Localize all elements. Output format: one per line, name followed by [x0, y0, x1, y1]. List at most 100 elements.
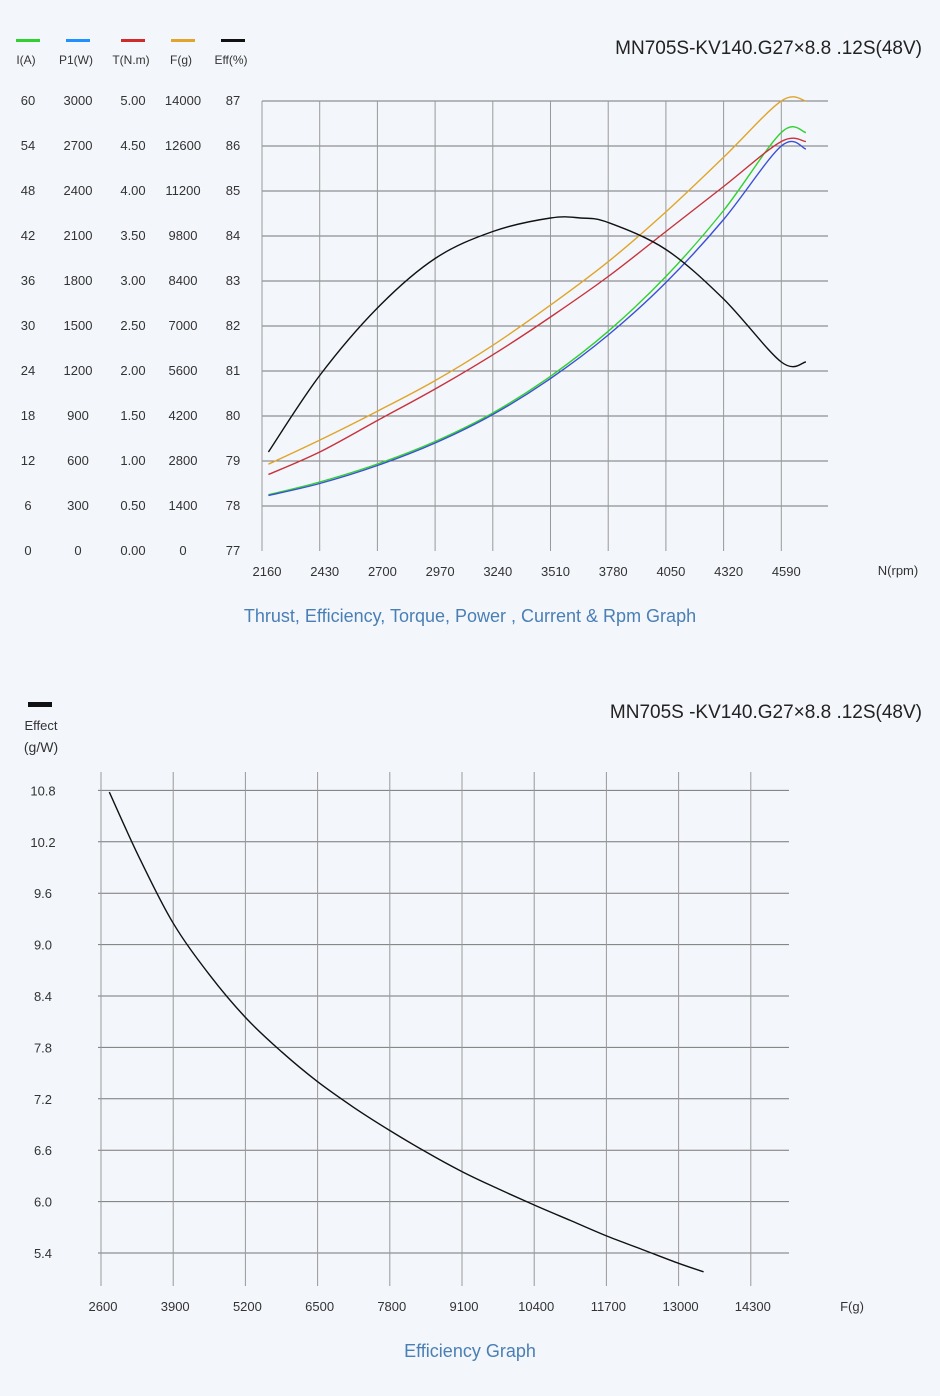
y-tick-F: 4200: [169, 408, 198, 423]
x-tick-label: 7800: [377, 1299, 406, 1314]
y-tick-I: 48: [21, 183, 35, 198]
y-tick-I: 60: [21, 93, 35, 108]
chart-caption: Thrust, Efficiency, Torque, Power , Curr…: [244, 606, 696, 626]
legend-label-F: F(g): [170, 53, 192, 67]
y-tick-I: 42: [21, 228, 35, 243]
performance-chart: I(A) P1(W) T(N.m) F(g) Eff(%) 06121824303642…: [16, 38, 922, 626]
y-tick-label: 8.4: [34, 989, 52, 1004]
y-tick-T: 4.00: [120, 183, 145, 198]
y-tick-P1: 600: [67, 453, 89, 468]
x-axis-ticks: 2160 2430 2700 2970 3240 3510 3780 4050 4320 4590: [253, 564, 801, 579]
y-tick-Eff: 87: [226, 93, 240, 108]
y-tick-label: 7.2: [34, 1092, 52, 1107]
y-tick-P1: 1800: [64, 273, 93, 288]
chart-caption: Efficiency Graph: [404, 1341, 536, 1361]
x-tick-label: 10400: [518, 1299, 554, 1314]
y-tick-label: 9.0: [34, 938, 52, 953]
y-tick-Eff: 86: [226, 138, 240, 153]
x-tick-label: 9100: [450, 1299, 479, 1314]
x-tick-label: 4590: [772, 564, 801, 579]
y-tick-F: 5600: [169, 363, 198, 378]
efficiency-chart: Effect (g/W) MN705S -KV140.G27×8.8 .12S(…: [24, 702, 922, 1361]
x-tick-label: 14300: [735, 1299, 771, 1314]
y-tick-label: 6.6: [34, 1143, 52, 1158]
chart-title: MN705S-KV140.G27×8.8 .12S(48V): [615, 38, 922, 59]
x-tick-label: 2600: [89, 1299, 118, 1314]
y-tick-Eff: 79: [226, 453, 240, 468]
y-tick-label: 9.6: [34, 886, 52, 901]
y-tick-I: 12: [21, 453, 35, 468]
series-line-I: [268, 126, 807, 496]
y-tick-P1: 300: [67, 498, 89, 513]
series-line-F: [268, 96, 807, 465]
y-tick-T: 0.00: [120, 543, 145, 558]
legend-swatch: [28, 702, 52, 707]
x-tick-label: 2970: [426, 564, 455, 579]
y-tick-I: 18: [21, 408, 35, 423]
y-tick-F: 12600: [165, 138, 201, 153]
y-tick-P1: 1500: [64, 318, 93, 333]
y-tick-I: 30: [21, 318, 35, 333]
chart-title: MN705S -KV140.G27×8.8 .12S(48V): [610, 702, 922, 723]
series-line-Eff: [267, 216, 807, 453]
x-axis-label: F(g): [840, 1299, 864, 1314]
y-tick-T: 4.50: [120, 138, 145, 153]
y-tick-F: 14000: [165, 93, 201, 108]
series-line-P1: [268, 140, 807, 497]
x-tick-label: 5200: [233, 1299, 262, 1314]
series-line-effect: [108, 791, 704, 1273]
y-tick-label: 6.0: [34, 1195, 52, 1210]
legend-label: Effect: [24, 718, 57, 733]
legend-swatch-P1: [66, 39, 90, 42]
legend-swatch-I: [16, 39, 40, 42]
x-axis-ticks: 2600 3900 5200 6500 7800 9100 10400 11700 13000 1…: [89, 1299, 771, 1314]
y-tick-F: 8400: [169, 273, 198, 288]
y-tick-Eff: 80: [226, 408, 240, 423]
legend-swatch-T: [121, 39, 145, 42]
y-tick-P1: 2100: [64, 228, 93, 243]
series-lines: [267, 96, 807, 497]
y-tick-label: 7.8: [34, 1040, 52, 1055]
y-tick-I: 6: [24, 498, 31, 513]
y-tick-T: 1.50: [120, 408, 145, 423]
x-tick-label: 3240: [483, 564, 512, 579]
y-tick-Eff: 84: [226, 228, 240, 243]
x-tick-label: 4050: [656, 564, 685, 579]
y-tick-F: 11200: [165, 183, 200, 198]
y-tick-T: 3.00: [120, 273, 145, 288]
legend-swatch-F: [171, 39, 195, 42]
legend-label-T: T(N.m): [112, 53, 149, 67]
y-tick-F: 0: [179, 543, 186, 558]
y-tick-F: 1400: [169, 498, 198, 513]
series-lines: [108, 791, 704, 1273]
y-tick-P1: 1200: [64, 363, 93, 378]
x-axis-label: N(rpm): [878, 563, 918, 578]
y-tick-I: 24: [21, 363, 35, 378]
x-tick-label: 13000: [663, 1299, 699, 1314]
y-tick-I: 0: [24, 543, 31, 558]
y-tick-T: 0.50: [120, 498, 145, 513]
y-axis-ticks: 5.4 6.0 6.6 7.2 7.8 8.4 9.0 9.6 10.2 10.8: [30, 783, 55, 1261]
y-axis-label: (g/W): [24, 739, 58, 755]
x-tick-label: 3510: [541, 564, 570, 579]
y-tick-P1: 0: [74, 543, 81, 558]
x-tick-label: 2700: [368, 564, 397, 579]
legend-swatch-Eff: [221, 39, 245, 42]
x-tick-label: 6500: [305, 1299, 334, 1314]
legend-label-I: I(A): [16, 53, 35, 67]
y-tick-label: 5.4: [34, 1246, 52, 1261]
x-tick-label: 11700: [591, 1299, 626, 1314]
legend: I(A) P1(W) T(N.m) F(g) Eff(%): [16, 39, 248, 67]
y-axis-ticks: 0612182430364248546003006009001200150018…: [21, 93, 240, 558]
y-tick-T: 3.50: [120, 228, 145, 243]
y-tick-Eff: 85: [226, 183, 240, 198]
y-tick-Eff: 78: [226, 498, 240, 513]
grid: [98, 772, 789, 1286]
grid: [261, 100, 828, 551]
y-tick-P1: 2400: [64, 183, 93, 198]
y-tick-P1: 900: [67, 408, 89, 423]
y-tick-P1: 3000: [64, 93, 93, 108]
y-tick-T: 1.00: [120, 453, 145, 468]
legend-label-Eff: Eff(%): [214, 53, 247, 67]
x-tick-label: 3780: [599, 564, 628, 579]
